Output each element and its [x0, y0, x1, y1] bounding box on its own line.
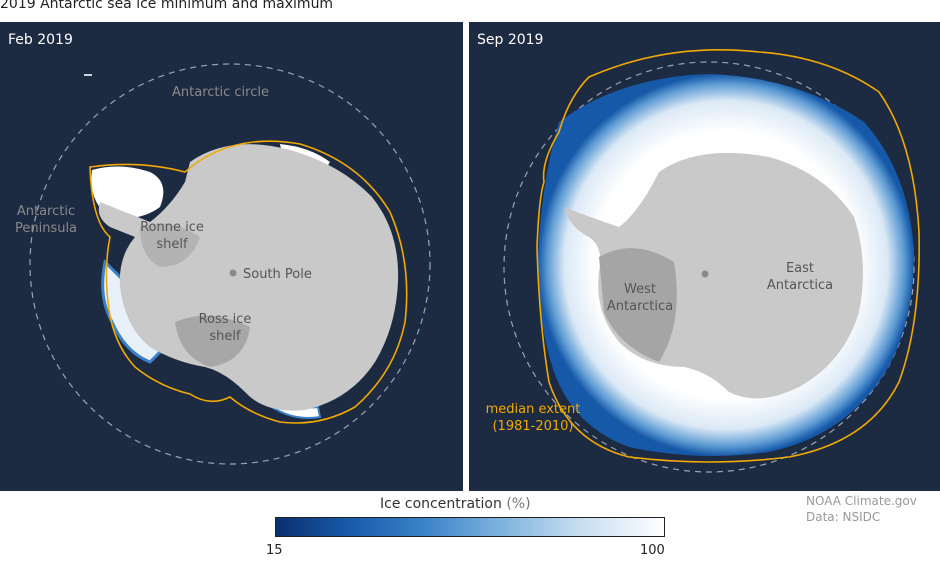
panel-label-feb: Feb 2019 [8, 32, 73, 48]
ronne-ice-shelf-shape [140, 223, 200, 267]
antarctic-circle-line-sep [503, 61, 915, 473]
credit-noaa: NOAA Climate.gov [806, 494, 917, 508]
credit-data: Data: NSIDC [806, 510, 881, 524]
label-antarctic-circle: Antarctic circle [172, 85, 269, 100]
legend-title-text: Ice concentration [380, 496, 502, 512]
panel-feb-2019: Feb 2019 Antarctic circle Antarctic Peni… [0, 22, 463, 491]
label-south-pole: South Pole [243, 267, 312, 282]
antarctic-circle-line [29, 63, 431, 465]
antarctica-continent [98, 144, 399, 411]
feb-map [29, 63, 431, 465]
south-pole-marker-sep [701, 270, 709, 278]
ross-ice-shelf-shape [175, 315, 250, 367]
label-ronne-ice-shelf: Ronne ice shelf [140, 220, 204, 252]
median-extent-line-feb [89, 140, 408, 424]
label-antarctic-peninsula: Antarctic Peninsula [14, 204, 78, 236]
label-median-extent: median extent (1981-2010) [485, 402, 581, 434]
legend-max: 100 [640, 543, 665, 558]
sea-ice-weddell [91, 166, 164, 219]
label-east-antarctica: East Antarctica [766, 261, 834, 293]
legend-unit: (%) [506, 496, 531, 512]
figure-title: 2019 Antarctic sea ice minimum and maxim… [0, 0, 334, 12]
island-marker [84, 74, 92, 76]
panel-sep-2019: Sep 2019 West Antarctica East Antarctica… [469, 22, 940, 491]
west-antarctica-shading [599, 248, 677, 362]
label-west-antarctica: West Antarctica [606, 282, 674, 314]
panel-label-sep: Sep 2019 [477, 32, 544, 48]
median-extent-line-sep [536, 48, 920, 463]
legend-min: 15 [266, 543, 283, 558]
ice-concentration-colorbar [275, 517, 665, 537]
legend-title: Ice concentration (%) [380, 496, 531, 512]
sep-map [503, 48, 920, 473]
south-pole-marker [229, 269, 237, 277]
label-ross-ice-shelf: Ross ice shelf [198, 312, 252, 344]
